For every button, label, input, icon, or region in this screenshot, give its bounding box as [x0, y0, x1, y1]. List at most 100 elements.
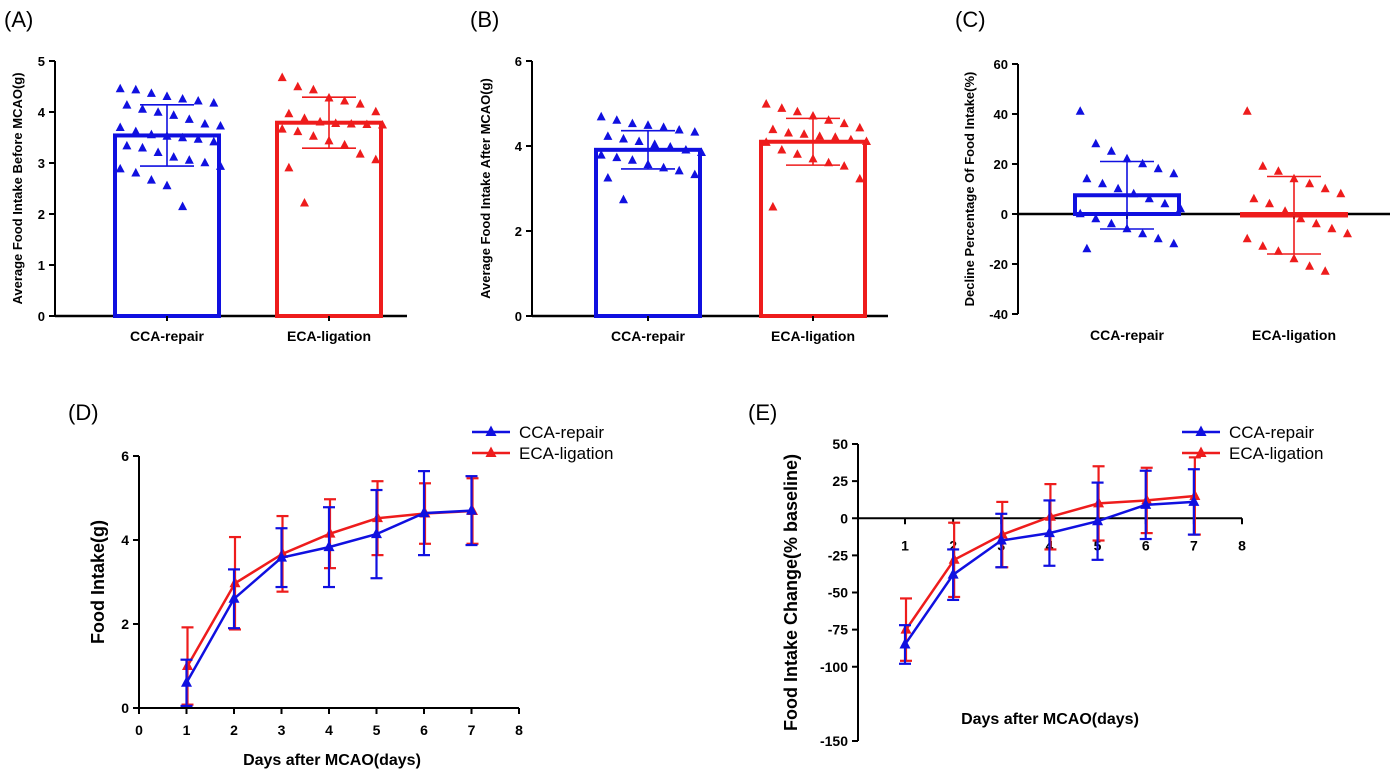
data-point	[1144, 193, 1154, 203]
data-point	[830, 132, 840, 141]
data-point	[659, 122, 669, 131]
data-point	[1091, 213, 1101, 223]
data-point	[362, 119, 372, 128]
data-point	[1280, 206, 1290, 215]
data-point	[618, 133, 628, 143]
data-point	[1175, 203, 1185, 213]
y-tick-label: 4	[515, 139, 523, 154]
data-point	[115, 83, 125, 93]
data-point	[122, 100, 132, 109]
panel-label: (C)	[955, 7, 986, 32]
data-point	[627, 155, 637, 164]
y-tick-label: 1	[38, 258, 45, 273]
data-point	[627, 118, 637, 128]
y-tick-label: -25	[828, 547, 848, 563]
panel-label: (A)	[4, 7, 33, 32]
data-point	[839, 118, 849, 128]
x-tick-label: CCA-repair	[611, 328, 685, 344]
data-point	[371, 106, 381, 116]
data-point	[855, 122, 865, 132]
data-point	[824, 115, 834, 124]
data-point	[122, 140, 132, 150]
data-point	[1043, 526, 1055, 538]
data-point	[855, 173, 865, 183]
data-point	[293, 126, 303, 136]
data-point	[418, 506, 430, 518]
data-point	[650, 139, 660, 148]
data-point	[899, 637, 911, 649]
legend-marker	[485, 425, 497, 436]
data-point	[1122, 153, 1132, 163]
x-tick-label: 7	[1190, 537, 1198, 553]
data-point	[193, 95, 203, 105]
legend-label: ECA-ligation	[1229, 444, 1324, 463]
data-point	[1320, 183, 1330, 193]
data-point	[596, 111, 606, 121]
data-point	[768, 124, 778, 134]
x-tick-label: 6	[1142, 537, 1150, 553]
x-tick-label: 1	[901, 537, 909, 553]
data-point	[1091, 138, 1101, 148]
data-point	[355, 99, 365, 108]
x-tick-label: 2	[230, 722, 238, 738]
bar	[275, 120, 383, 318]
data-point	[209, 136, 219, 146]
data-point	[799, 129, 809, 138]
data-point	[792, 149, 802, 158]
data-point	[618, 194, 628, 204]
bar	[594, 147, 702, 318]
data-point	[808, 110, 818, 120]
data-point	[200, 118, 210, 128]
data-point	[1273, 166, 1283, 175]
data-point	[761, 137, 771, 146]
data-point	[340, 139, 350, 149]
data-point	[153, 147, 163, 157]
y-tick-label: 2	[38, 207, 45, 222]
data-point	[1336, 188, 1346, 198]
data-point	[209, 98, 219, 107]
data-point	[115, 122, 125, 132]
data-point	[947, 568, 959, 579]
data-point	[169, 110, 179, 119]
data-point	[137, 142, 147, 152]
data-point	[1097, 178, 1107, 188]
x-tick-label: 7	[468, 722, 476, 738]
data-point	[1140, 498, 1152, 509]
data-point	[184, 114, 194, 123]
data-point	[1305, 261, 1315, 270]
data-point	[277, 124, 287, 133]
data-point	[643, 120, 653, 129]
panel-label: (D)	[68, 400, 99, 425]
data-point	[815, 131, 825, 140]
data-point	[276, 551, 287, 562]
legend-marker	[485, 446, 497, 457]
data-point	[783, 127, 793, 137]
data-point	[146, 88, 156, 97]
y-axis-label: Food Intake(g)	[88, 520, 108, 644]
data-point	[846, 134, 856, 144]
data-point	[612, 115, 622, 124]
data-point	[659, 162, 669, 172]
y-tick-label: 0	[840, 510, 848, 526]
legend-label: ECA-ligation	[519, 444, 614, 463]
data-point	[761, 99, 771, 108]
data-point	[824, 157, 834, 167]
data-point	[1305, 178, 1315, 188]
data-point	[1264, 198, 1274, 208]
data-point	[603, 131, 613, 140]
data-point	[1160, 198, 1170, 208]
legend-marker	[1195, 446, 1207, 457]
data-point	[665, 141, 675, 151]
data-point	[284, 108, 294, 118]
data-point	[299, 197, 309, 207]
data-point	[346, 118, 356, 128]
data-point	[792, 106, 802, 116]
data-point	[308, 84, 318, 94]
data-point	[1289, 253, 1299, 263]
data-point	[131, 167, 141, 177]
data-point	[1153, 163, 1163, 173]
data-point	[1169, 238, 1179, 248]
x-tick-label: 8	[1238, 537, 1246, 553]
legend-label: CCA-repair	[1229, 423, 1314, 442]
data-point	[1273, 246, 1283, 255]
